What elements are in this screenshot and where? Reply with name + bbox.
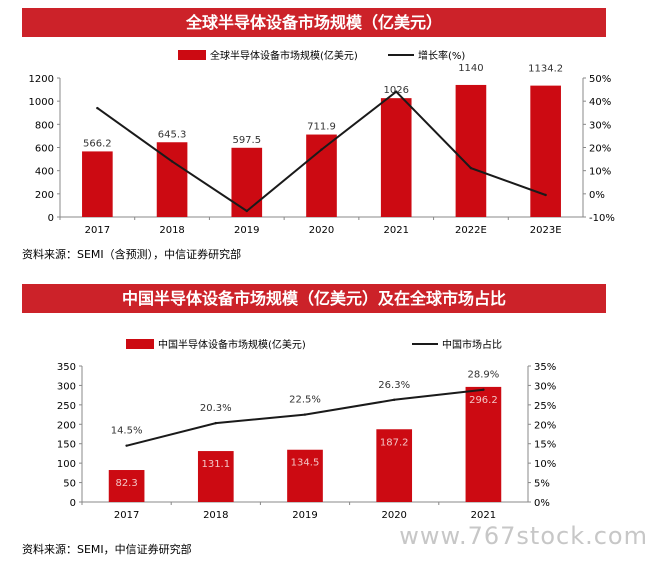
bar: [197, 451, 234, 502]
bar: [465, 386, 502, 502]
x-tick-label: 2020: [381, 510, 406, 521]
bar-value-label: 187.2: [380, 437, 409, 448]
legend-bar-swatch: [178, 50, 206, 60]
x-tick-label: 2019: [234, 225, 259, 236]
line-point: [393, 398, 396, 402]
bar: [306, 134, 337, 217]
line-point: [125, 444, 128, 447]
y-right-tick-label: 20%: [589, 144, 611, 155]
bar: [287, 449, 323, 502]
line-point: [320, 148, 323, 151]
y-left-tick-label: 100: [57, 459, 76, 470]
x-tick-label: 2019: [292, 510, 317, 521]
bar: [380, 98, 412, 217]
x-tick-label: 2018: [203, 510, 228, 521]
y-left-tick-label: 250: [57, 401, 76, 412]
bar: [231, 147, 263, 217]
legend-bar-swatch: [126, 339, 154, 349]
y-right-tick-label: 25%: [534, 401, 556, 412]
line-point: [482, 388, 485, 391]
y-left-tick-label: 0: [48, 213, 54, 224]
line-value-label: 22.5%: [289, 395, 321, 406]
y-right-tick-label: 5%: [534, 479, 550, 490]
line-point: [214, 421, 217, 425]
y-right-tick-label: 10%: [589, 167, 611, 178]
x-tick-label: 2021: [471, 510, 496, 521]
global-equipment-chart: 全球半导体设备市场规模(亿美元) 增长率(%) 0 200 400 600 800 1000 1…: [29, 49, 615, 236]
y-right-tick-label: 10%: [534, 459, 556, 470]
x-tick-label: 2022E: [455, 225, 487, 236]
x-tick-label: 2018: [159, 225, 184, 236]
line-value-label: 28.9%: [468, 370, 500, 381]
y-right-tick-label: 30%: [589, 120, 611, 131]
y-right-tick-label: 40%: [589, 97, 611, 108]
line-value-label: 26.3%: [378, 380, 410, 391]
x-tick-label: 2021: [383, 225, 408, 236]
legend-bar-label: 全球半导体设备市场规模(亿美元): [210, 49, 358, 62]
bar-value-label: 82.3: [115, 478, 137, 489]
bar: [455, 84, 487, 217]
bar-value-label: 1134.2: [528, 64, 563, 75]
chart2-title-banner: 中国半导体设备市场规模（亿美元）及在全球市场占比: [22, 284, 606, 313]
chart2-source: 资料来源：SEMI，中信证券研究部: [22, 543, 192, 556]
y-right-tick-label: 0%: [534, 498, 550, 509]
bar-value-label: 711.9: [307, 122, 336, 133]
chart1-title-banner: 全球半导体设备市场规模（亿美元）: [22, 8, 606, 37]
bar-value-label: 645.3: [158, 129, 187, 140]
y-left-tick-label: 300: [57, 381, 76, 392]
y-right-tick-label: 30%: [534, 381, 556, 392]
y-left-tick-label: 150: [57, 440, 76, 451]
line-point: [395, 90, 398, 93]
y-left-tick-label: 600: [35, 144, 54, 155]
y-right-tick-label: 15%: [534, 440, 556, 451]
y-left-tick-label: 1000: [29, 97, 54, 108]
y-left-tick-label: 400: [35, 167, 54, 178]
watermark-text: www.767stock.com: [399, 522, 648, 550]
bar: [376, 429, 413, 502]
x-tick-label: 2017: [114, 510, 139, 521]
line-point: [245, 209, 248, 213]
y-left-tick-label: 350: [57, 362, 76, 373]
line-value-label: 20.3%: [200, 403, 232, 414]
bar-value-label: 131.1: [201, 459, 230, 470]
y-right-tick-label: 20%: [534, 420, 556, 431]
line-value-label: 14.5%: [111, 426, 143, 437]
y-right-tick-label: -10%: [589, 213, 615, 224]
x-tick-label: 2017: [85, 225, 110, 236]
chart1-source: 资料来源：SEMI（含预测），中信证券研究部: [22, 248, 242, 261]
y-right-tick-label: 35%: [534, 362, 556, 373]
bar-value-label: 566.2: [83, 138, 112, 149]
y-left-tick-label: 50: [63, 479, 76, 490]
line-point: [469, 166, 473, 170]
line-point: [544, 193, 547, 197]
y-left-tick-label: 200: [35, 190, 54, 201]
china-equipment-chart: 中国半导体设备市场规模(亿美元) 中国市场占比 0 50 100 150 200 250 300…: [57, 338, 556, 521]
bar-value-label: 296.2: [469, 395, 498, 406]
line-point: [96, 106, 99, 110]
y-left-tick-label: 1200: [29, 74, 54, 85]
y-left-tick-label: 800: [35, 120, 54, 131]
bar: [108, 470, 145, 502]
line-point: [303, 413, 307, 416]
bar: [82, 151, 113, 217]
legend-line-label: 中国市场占比: [442, 338, 502, 351]
bar: [530, 85, 561, 218]
line-point: [170, 160, 174, 163]
legend-bar-label: 中国半导体设备市场规模(亿美元): [158, 338, 306, 351]
bar-value-label: 1140: [458, 63, 483, 74]
y-right-tick-label: 50%: [589, 74, 611, 85]
x-tick-label: 2023E: [530, 225, 562, 236]
y-left-tick-label: 200: [57, 420, 76, 431]
legend-line-label: 增长率(%): [418, 49, 465, 62]
bar-value-label: 597.5: [232, 135, 261, 146]
y-left-tick-label: 0: [70, 498, 76, 509]
bar-value-label: 134.5: [291, 458, 320, 469]
x-tick-label: 2020: [309, 225, 334, 236]
y-right-tick-label: 0%: [589, 190, 605, 201]
